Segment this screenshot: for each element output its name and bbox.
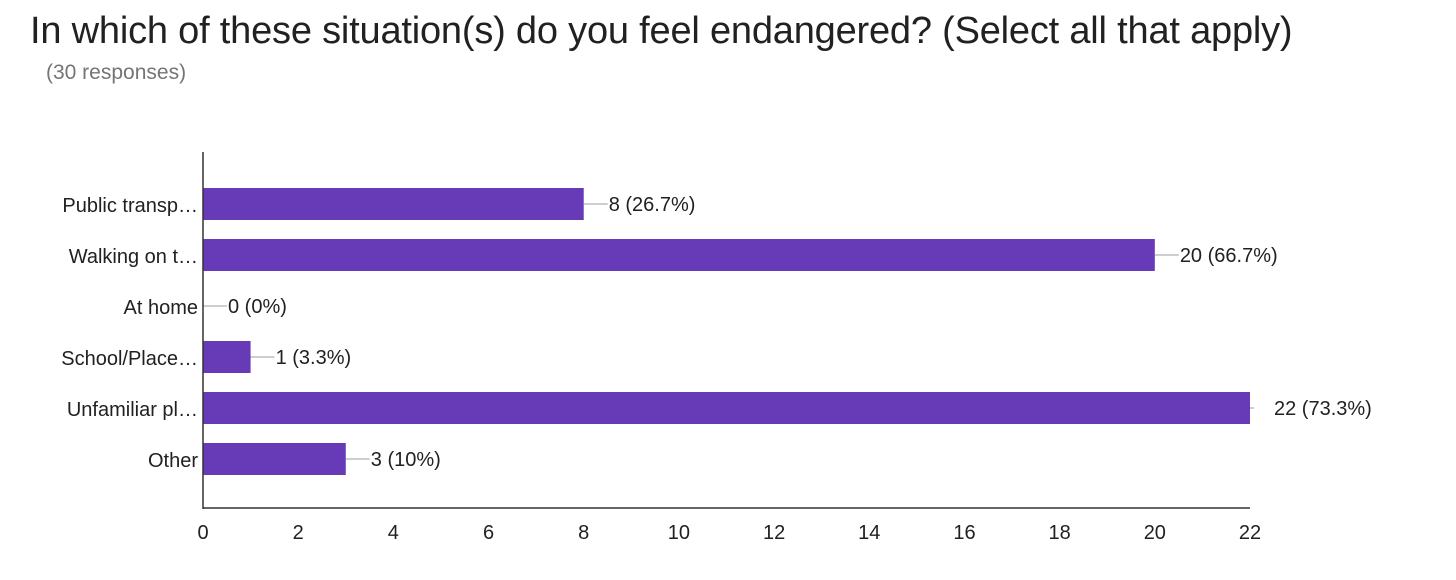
category-label-public-transp: Public transp… [62,195,198,217]
category-label-school-place: School/Place… [61,348,198,370]
leader-lines-layer [203,203,1254,460]
data-label-at-home: 0 (0%) [228,296,287,318]
x-tick-label: 0 [197,522,208,544]
x-tick-label: 10 [668,522,690,544]
bar-public-transp [203,188,584,220]
chart-title: In which of these situation(s) do you fe… [30,10,1293,52]
x-tick-label: 12 [763,522,785,544]
data-labels-layer: 8 (26.7%) 20 (66.7%) 0 (0%) 1 (3.3%) 22 (73.… [228,194,1372,471]
category-label-unfamiliar-pl: Unfamiliar pl… [67,399,198,421]
x-tick-label: 4 [388,522,399,544]
x-tick-label: 16 [953,522,975,544]
x-tick-label: 18 [1049,522,1071,544]
x-tick-label: 6 [483,522,494,544]
data-label-school-place: 1 (3.3%) [276,347,352,369]
data-label-other: 3 (10%) [371,449,441,471]
data-label-walking-on-t: 20 (66.7%) [1180,245,1278,267]
data-label-unfamiliar-pl: 22 (73.3%) [1274,398,1372,420]
data-label-public-transp: 8 (26.7%) [609,194,696,216]
bar-school-place [203,341,251,373]
x-tick-label: 2 [293,522,304,544]
category-label-other: Other [148,450,198,472]
category-labels-layer: Public transp… Walking on t… At home School… [61,195,198,472]
bars-layer [203,188,1250,475]
bar-unfamiliar-pl [203,392,1250,424]
bar-walking-on-t [203,239,1155,271]
bar-other [203,443,346,475]
x-tick-label: 22 [1239,522,1261,544]
x-tick-label: 14 [858,522,880,544]
axes-layer: 0 2 4 6 8 10 12 14 16 18 20 22 [197,152,1261,544]
category-label-at-home: At home [124,297,198,319]
response-count: (30 responses) [46,61,187,84]
x-tick-label: 20 [1144,522,1166,544]
category-label-walking-on-t: Walking on t… [69,246,198,268]
x-tick-label: 8 [578,522,589,544]
